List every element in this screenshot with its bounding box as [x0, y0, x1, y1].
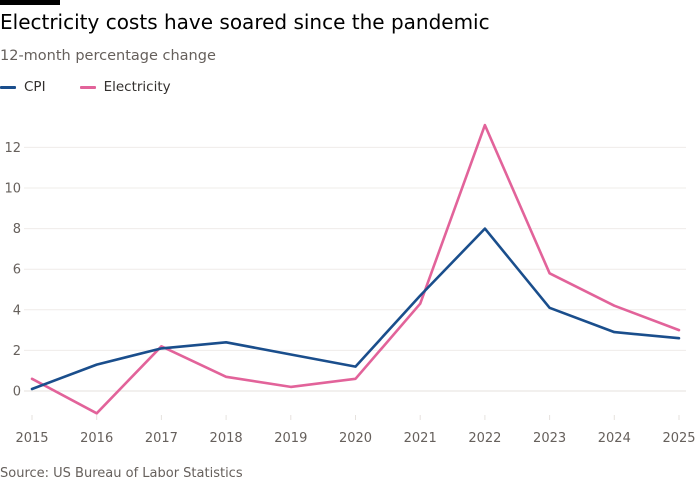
legend-item-electricity: Electricity — [79, 79, 171, 95]
header-rule — [0, 0, 60, 5]
x-tick-label: 2020 — [339, 431, 372, 446]
gridlines — [24, 146, 686, 420]
x-axis-ticks: 2015 2016 2017 2018 2019 2020 2021 2022 2023 2024… — [15, 431, 695, 446]
legend-swatch-electricity — [79, 85, 96, 89]
y-tick-label: 6 — [13, 263, 21, 278]
x-tick-label: 2023 — [533, 431, 566, 446]
y-axis-ticks: 0 2 4 6 8 10 12 — [4, 141, 21, 400]
source-note: Source: US Bureau of Labor Statistics — [0, 466, 243, 481]
y-tick-label: 4 — [13, 303, 21, 318]
x-tick-label: 2022 — [468, 431, 501, 446]
x-tick-label: 2025 — [662, 431, 695, 446]
series-line-electricity — [30, 123, 681, 415]
legend-item-cpi: CPI — [0, 79, 46, 95]
series-lines — [30, 123, 681, 415]
y-tick-label: 12 — [4, 141, 21, 156]
y-tick-label: 0 — [13, 385, 21, 400]
series-line-cpi — [30, 227, 681, 391]
legend: CPI Electricity — [0, 79, 205, 95]
x-tick-label: 2016 — [80, 431, 113, 446]
y-tick-label: 2 — [13, 344, 21, 359]
y-tick-label: 8 — [13, 222, 21, 237]
chart-subtitle: 12-month percentage change — [0, 48, 216, 64]
x-tick-label: 2021 — [404, 431, 437, 446]
legend-swatch-cpi — [0, 85, 16, 89]
y-tick-label: 10 — [4, 182, 21, 197]
x-tick-label: 2024 — [598, 431, 631, 446]
legend-label-electricity: Electricity — [103, 79, 171, 95]
x-tick-label: 2019 — [274, 431, 307, 446]
x-tick-label: 2015 — [15, 431, 48, 446]
legend-label-cpi: CPI — [24, 79, 46, 95]
x-tick-label: 2017 — [145, 431, 178, 446]
x-tick-label: 2018 — [210, 431, 243, 446]
chart-title: Electricity costs have soared since the … — [0, 10, 490, 34]
